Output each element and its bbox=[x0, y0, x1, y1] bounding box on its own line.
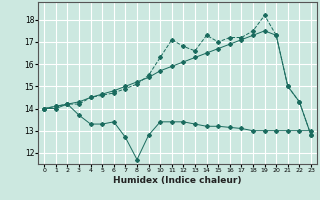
X-axis label: Humidex (Indice chaleur): Humidex (Indice chaleur) bbox=[113, 176, 242, 185]
